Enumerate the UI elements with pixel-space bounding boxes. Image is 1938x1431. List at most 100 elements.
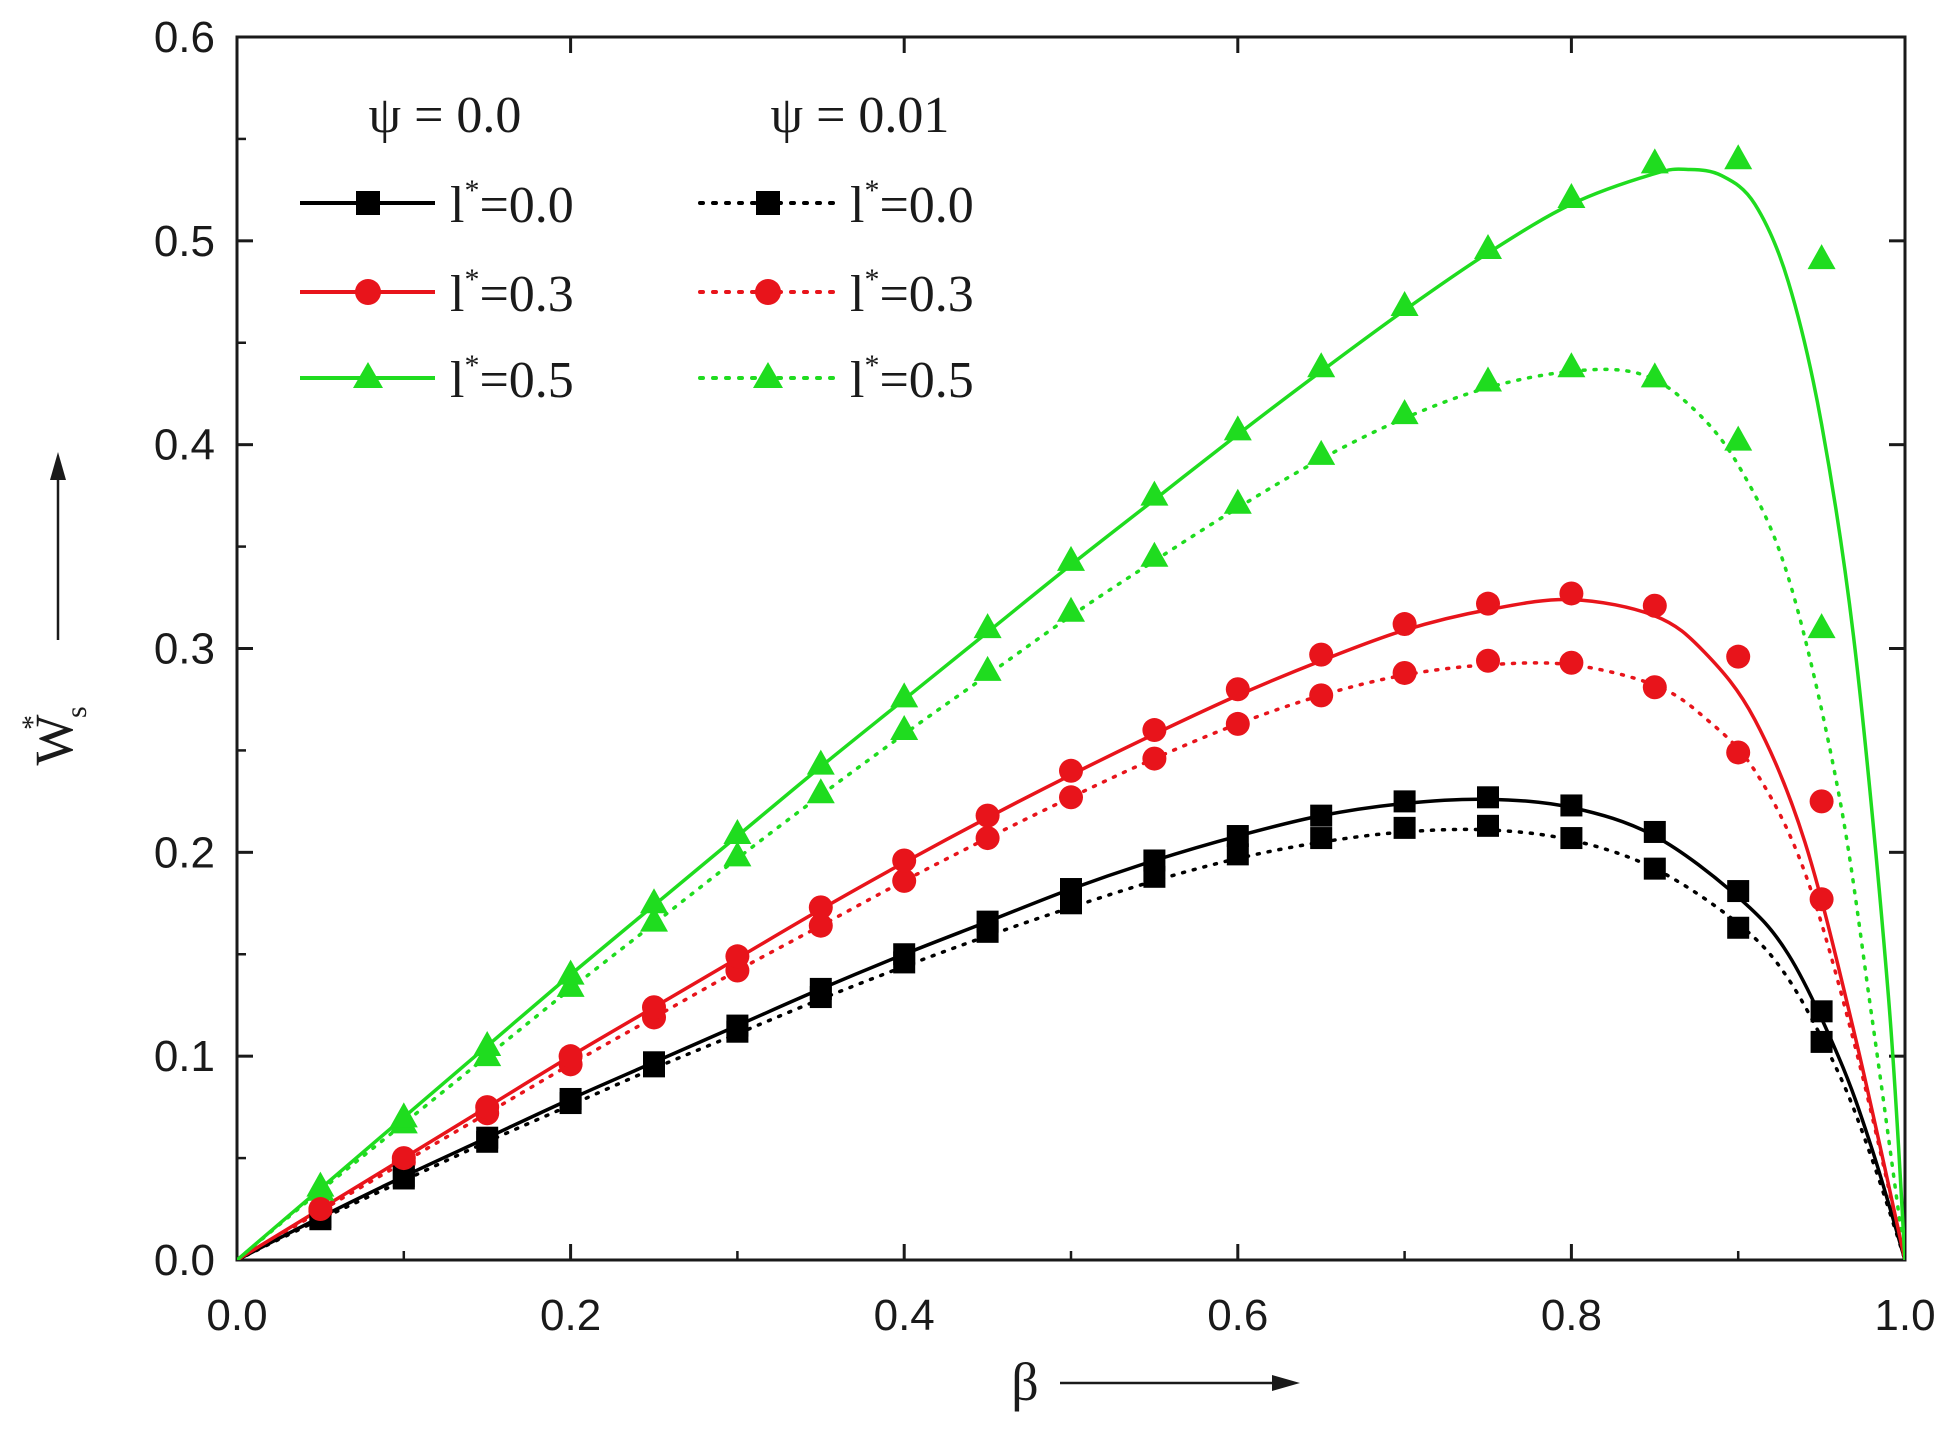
y-axis-title-group: W * s [16, 706, 93, 765]
marker-s5-17 [1724, 425, 1753, 451]
marker-s2-15 [1557, 183, 1586, 209]
marker-s1-2 [475, 1095, 500, 1120]
marker-s5-11 [1223, 488, 1252, 514]
series-line-s4 [237, 661, 1905, 1260]
marker-s3-14 [1477, 814, 1499, 837]
marker-s2-16 [1640, 148, 1669, 174]
marker-s5-8 [973, 655, 1002, 681]
marker-s5-5 [723, 841, 752, 867]
marker-s1-5 [725, 944, 750, 969]
marker-s0-12 [1310, 804, 1333, 827]
axis-ticks: 0.0 0.2 0.4 0.6 0.8 1.0 0.0 0.1 0.2 0.3 0.4 0.5 0.6 [154, 13, 1936, 1340]
marker-s2-3 [556, 959, 585, 985]
marker-s1-16 [1642, 593, 1667, 618]
marker-s3-18 [1810, 1030, 1833, 1053]
marker-s5-16 [1640, 362, 1669, 388]
marker-s4-7 [892, 868, 917, 893]
legend-marker-s3 [756, 191, 780, 215]
marker-s4-14 [1476, 648, 1500, 673]
marker-s5-10 [1140, 541, 1169, 567]
y-axis-title-sup: * [16, 715, 49, 730]
legend-label-s2-sup: * [464, 349, 479, 382]
legend-label-s4-main: l [850, 266, 864, 323]
svg-text:l*=0.3: l*=0.3 [450, 263, 574, 323]
marker-s0-13 [1393, 790, 1416, 813]
legend-entry-s3: l*=0.0 [698, 174, 974, 234]
marker-s0-8 [976, 910, 999, 933]
marker-s2-14 [1474, 233, 1502, 259]
marker-s0-7 [893, 943, 916, 966]
x-tick-label: 0.6 [1207, 1291, 1268, 1340]
legend-entry-s4: l*=0.3 [698, 263, 974, 323]
marker-s0-1 [392, 1165, 415, 1188]
legend-label-s3-sup: * [864, 174, 879, 207]
marker-s5-14 [1474, 366, 1502, 392]
legend-entry-s2: l*=0.5 [300, 349, 574, 409]
marker-s0-4 [643, 1051, 665, 1074]
y-tick-label: 0.1 [154, 1032, 215, 1081]
svg-text:l*=0.5: l*=0.5 [850, 349, 974, 409]
legend-label-s2-rest: =0.5 [479, 352, 573, 409]
svg-text:l*=0.0: l*=0.0 [450, 174, 574, 234]
marker-s4-9 [1059, 785, 1083, 810]
marker-s5-7 [890, 715, 919, 741]
marker-s2-18 [1807, 244, 1836, 270]
marker-s2-11 [1223, 415, 1252, 441]
marker-s2-8 [973, 613, 1002, 639]
marker-s0-14 [1477, 786, 1499, 809]
legend-label-s4-sup: * [864, 263, 879, 296]
marker-s0-17 [1727, 880, 1750, 903]
legend: ψ = 0.0 ψ = 0.01 l*=0.0 l*=0.3 l*=0.5 [300, 87, 974, 409]
marker-s0-3 [559, 1087, 582, 1110]
marker-s3-15 [1560, 827, 1583, 850]
marker-s1-8 [975, 803, 1000, 828]
x-tick-label: 1.0 [1874, 1291, 1935, 1340]
marker-s4-16 [1642, 675, 1667, 700]
x-axis-title: β [1011, 1352, 1038, 1412]
legend-label-s5-rest: =0.5 [879, 352, 973, 409]
legend-entry-s5: l*=0.5 [698, 349, 974, 409]
marker-s1-14 [1476, 591, 1500, 616]
marker-s3-12 [1310, 827, 1333, 850]
legend-label-s0-rest: =0.0 [479, 177, 573, 234]
legend-label-s3-main: l [850, 177, 864, 234]
marker-s1-11 [1225, 677, 1250, 702]
marker-s5-13 [1390, 399, 1419, 425]
marker-s5-15 [1557, 352, 1586, 378]
legend-label-s0-sup: * [464, 174, 479, 207]
marker-s0-9 [1060, 878, 1082, 901]
marker-s1-3 [558, 1044, 583, 1069]
marker-s1-9 [1059, 758, 1083, 783]
marker-s5-18 [1807, 613, 1836, 639]
legend-marker-s5 [753, 362, 783, 388]
marker-s2-4 [640, 888, 668, 914]
marker-s1-1 [391, 1146, 416, 1171]
legend-label-s1-rest: =0.3 [479, 266, 573, 323]
legend-header-psi-001: ψ = 0.01 [771, 87, 950, 144]
marker-s4-13 [1392, 660, 1417, 685]
marker-s4-6 [808, 913, 833, 938]
marker-s1-12 [1309, 642, 1334, 667]
marker-s2-6 [806, 749, 835, 775]
y-tick-label: 0.4 [154, 421, 215, 470]
y-tick-label: 0.3 [154, 625, 215, 674]
marker-s0-2 [476, 1126, 499, 1149]
legend-entry-s0: l*=0.0 [300, 174, 574, 234]
marker-s3-11 [1226, 843, 1249, 866]
legend-entry-s1: l*=0.3 [300, 263, 574, 323]
marker-s2-5 [723, 818, 752, 844]
marker-s4-10 [1142, 746, 1167, 771]
marker-s1-0 [308, 1197, 333, 1222]
y-axis-title-sub: s [60, 706, 93, 718]
marker-s1-18 [1809, 789, 1834, 814]
y-tick-label: 0.6 [154, 13, 215, 62]
marker-s4-8 [975, 826, 1000, 851]
marker-s4-11 [1225, 711, 1250, 736]
svg-text:l*=0.3: l*=0.3 [850, 263, 974, 323]
marker-s2-7 [890, 682, 919, 708]
marker-s0-10 [1143, 849, 1166, 872]
marker-s1-6 [808, 895, 833, 920]
marker-s2-1 [389, 1102, 418, 1128]
marker-s1-13 [1392, 612, 1417, 637]
marker-s1-15 [1559, 581, 1584, 606]
